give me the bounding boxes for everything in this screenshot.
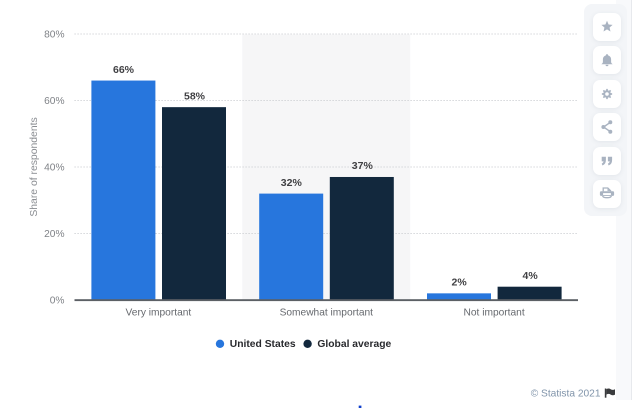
svg-text:Share of respondents: Share of respondents [29,117,40,216]
svg-text:Not important: Not important [464,308,525,319]
svg-text:© Statista 2021: © Statista 2021 [531,388,601,399]
svg-text:32%: 32% [281,177,303,189]
svg-text:37%: 37% [352,160,374,172]
svg-text:58%: 58% [184,90,206,102]
svg-text:2%: 2% [452,277,468,289]
svg-text:20%: 20% [44,229,64,240]
svg-text:Somewhat important: Somewhat important [280,308,374,319]
svg-text:60%: 60% [44,96,64,107]
svg-text:66%: 66% [113,64,135,76]
svg-text:4%: 4% [523,270,539,282]
svg-text:0%: 0% [50,296,65,307]
svg-text:80%: 80% [44,30,64,41]
svg-text:Global average: Global average [317,339,391,350]
svg-text:40%: 40% [44,163,64,174]
svg-text:Very important: Very important [126,308,192,319]
svg-text:United States: United States [230,339,296,350]
